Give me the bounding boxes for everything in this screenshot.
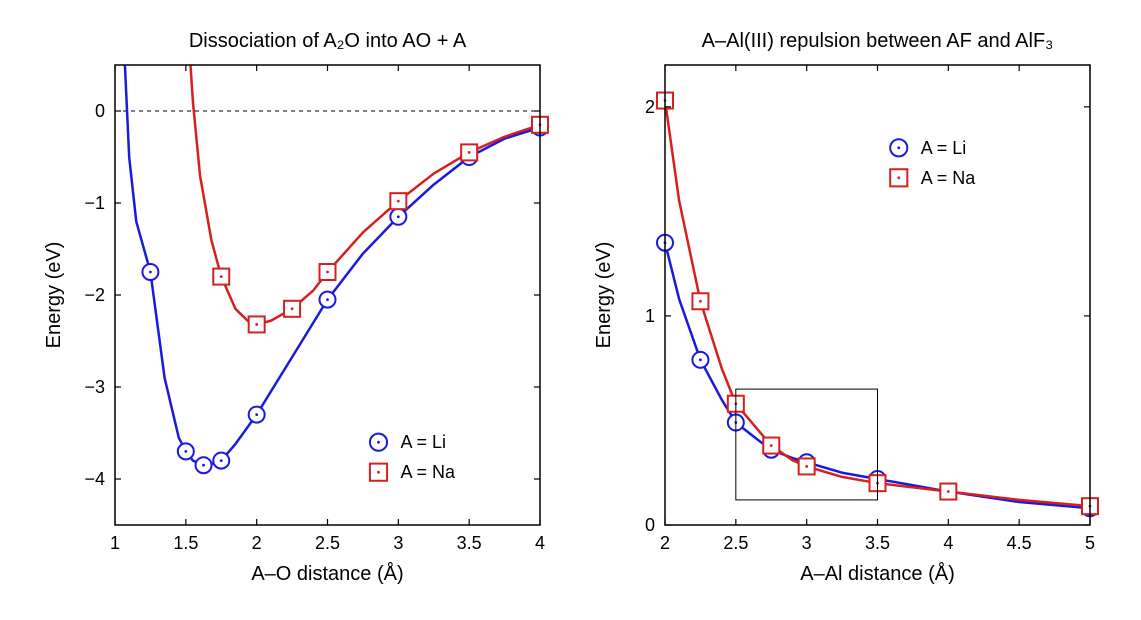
svg-text:−2: −2 bbox=[84, 285, 105, 305]
svg-text:1: 1 bbox=[110, 533, 120, 553]
svg-text:1.5: 1.5 bbox=[173, 533, 198, 553]
svg-text:2.5: 2.5 bbox=[723, 533, 748, 553]
svg-text:A–Al distance (Å): A–Al distance (Å) bbox=[800, 562, 955, 585]
svg-text:0: 0 bbox=[645, 515, 655, 535]
svg-text:5: 5 bbox=[1085, 533, 1095, 553]
svg-text:3.5: 3.5 bbox=[457, 533, 482, 553]
svg-text:A = Li: A = Li bbox=[921, 138, 967, 158]
svg-text:4.5: 4.5 bbox=[1007, 533, 1032, 553]
svg-text:Energy (eV): Energy (eV) bbox=[43, 242, 65, 349]
svg-text:4: 4 bbox=[943, 533, 953, 553]
svg-text:A–Al(III) repulsion between AF: A–Al(III) repulsion between AF and AlF₃ bbox=[702, 30, 1054, 52]
svg-text:−4: −4 bbox=[84, 469, 105, 489]
svg-text:0: 0 bbox=[95, 101, 105, 121]
svg-text:2: 2 bbox=[660, 533, 670, 553]
figure-root: 1 1.5 2 2.5 3 3.5 4 −4 −3 −2 −1 0 Dissociation of A₂… bbox=[0, 0, 1141, 620]
svg-text:A = Li: A = Li bbox=[401, 432, 447, 452]
svg-text:Dissociation of A₂O into AO +: Dissociation of A₂O into AO + A bbox=[189, 30, 467, 52]
chart-canvas: 1 1.5 2 2.5 3 3.5 4 −4 −3 −2 −1 0 Dissociation of A₂… bbox=[0, 0, 1141, 620]
svg-text:3.5: 3.5 bbox=[865, 533, 890, 553]
svg-text:A = Na: A = Na bbox=[401, 462, 457, 482]
svg-text:3: 3 bbox=[802, 533, 812, 553]
svg-text:4: 4 bbox=[535, 533, 545, 553]
svg-text:Energy (eV): Energy (eV) bbox=[593, 242, 615, 349]
svg-text:2.5: 2.5 bbox=[315, 533, 340, 553]
svg-text:−3: −3 bbox=[84, 377, 105, 397]
svg-text:A–O distance (Å): A–O distance (Å) bbox=[251, 562, 403, 585]
svg-text:2: 2 bbox=[252, 533, 262, 553]
svg-text:3: 3 bbox=[393, 533, 403, 553]
svg-text:2: 2 bbox=[645, 97, 655, 117]
svg-text:−1: −1 bbox=[84, 193, 105, 213]
svg-text:1: 1 bbox=[645, 306, 655, 326]
svg-text:A = Na: A = Na bbox=[921, 168, 977, 188]
